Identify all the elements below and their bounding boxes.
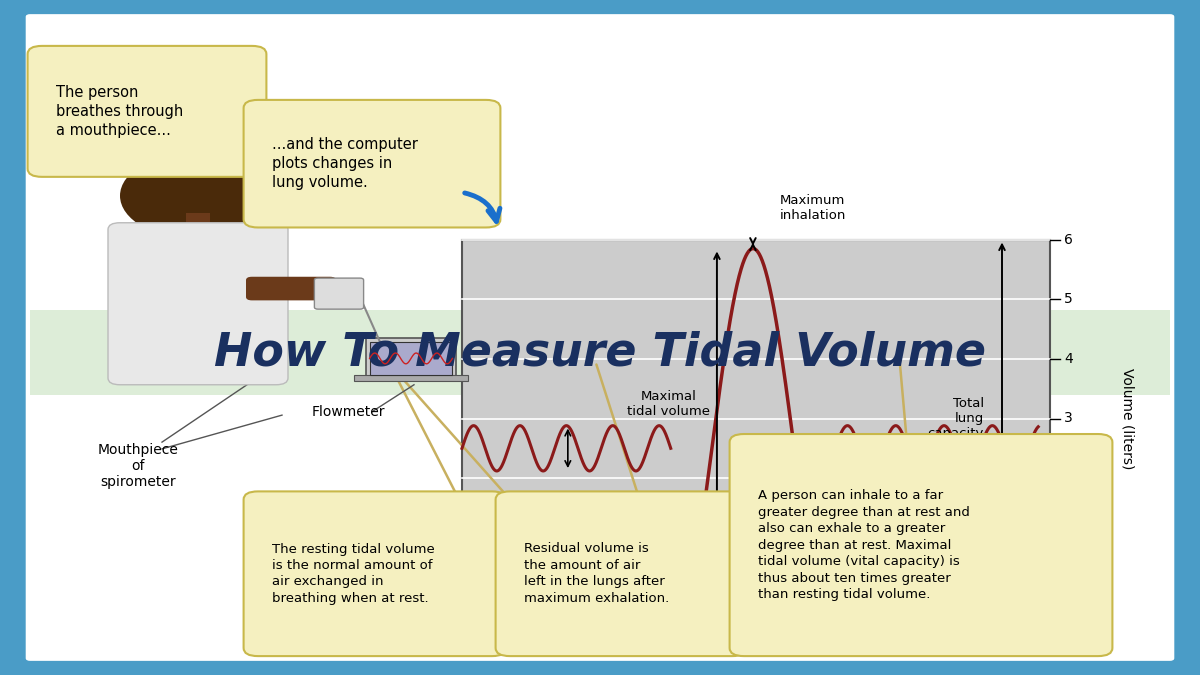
Text: 4: 4 — [1064, 352, 1073, 366]
Bar — [30, 310, 1170, 395]
Text: Flowmeter: Flowmeter — [311, 405, 385, 418]
Circle shape — [120, 152, 276, 240]
Text: Maximal
tidal volume: Maximal tidal volume — [628, 389, 710, 418]
FancyBboxPatch shape — [246, 277, 336, 300]
Text: Volume (liters): Volume (liters) — [1121, 368, 1135, 469]
Text: Maximum
inhalation: Maximum inhalation — [779, 194, 846, 222]
Bar — [354, 375, 468, 381]
Text: Residual volume is
the amount of air
left in the lungs after
maximum exhalation.: Residual volume is the amount of air lef… — [524, 543, 670, 605]
Text: Mouthpiece
of
spirometer: Mouthpiece of spirometer — [97, 443, 179, 489]
FancyBboxPatch shape — [366, 338, 456, 378]
Bar — [370, 342, 452, 375]
Bar — [462, 240, 1050, 597]
FancyBboxPatch shape — [314, 278, 364, 309]
FancyBboxPatch shape — [108, 223, 288, 385]
Text: Total
lung
capacity: Total lung capacity — [928, 397, 984, 440]
Text: 1: 1 — [1064, 531, 1073, 545]
Text: How To Measure Tidal Volume: How To Measure Tidal Volume — [214, 330, 986, 375]
Text: 0: 0 — [1064, 591, 1073, 604]
Text: 6: 6 — [1064, 233, 1073, 246]
FancyBboxPatch shape — [244, 491, 506, 656]
Bar — [186, 213, 210, 246]
FancyBboxPatch shape — [730, 434, 1112, 656]
FancyBboxPatch shape — [28, 46, 266, 177]
Text: Maximum
exhalation: Maximum exhalation — [630, 618, 700, 647]
Bar — [48, 189, 432, 580]
Text: The person
breathes through
a mouthpiece...: The person breathes through a mouthpiece… — [56, 84, 184, 138]
FancyBboxPatch shape — [244, 100, 500, 227]
FancyBboxPatch shape — [496, 491, 746, 656]
Text: ...and the computer
plots changes in
lung volume.: ...and the computer plots changes in lun… — [272, 137, 419, 190]
Text: 3: 3 — [1064, 412, 1073, 425]
Text: A person can inhale to a far
greater degree than at rest and
also can exhale to : A person can inhale to a far greater deg… — [758, 489, 971, 601]
Text: 5: 5 — [1064, 292, 1073, 306]
Text: 2: 2 — [1064, 471, 1073, 485]
Text: The resting tidal volume
is the normal amount of
air exchanged in
breathing when: The resting tidal volume is the normal a… — [272, 543, 436, 605]
FancyArrowPatch shape — [464, 193, 500, 221]
FancyBboxPatch shape — [26, 15, 1174, 660]
